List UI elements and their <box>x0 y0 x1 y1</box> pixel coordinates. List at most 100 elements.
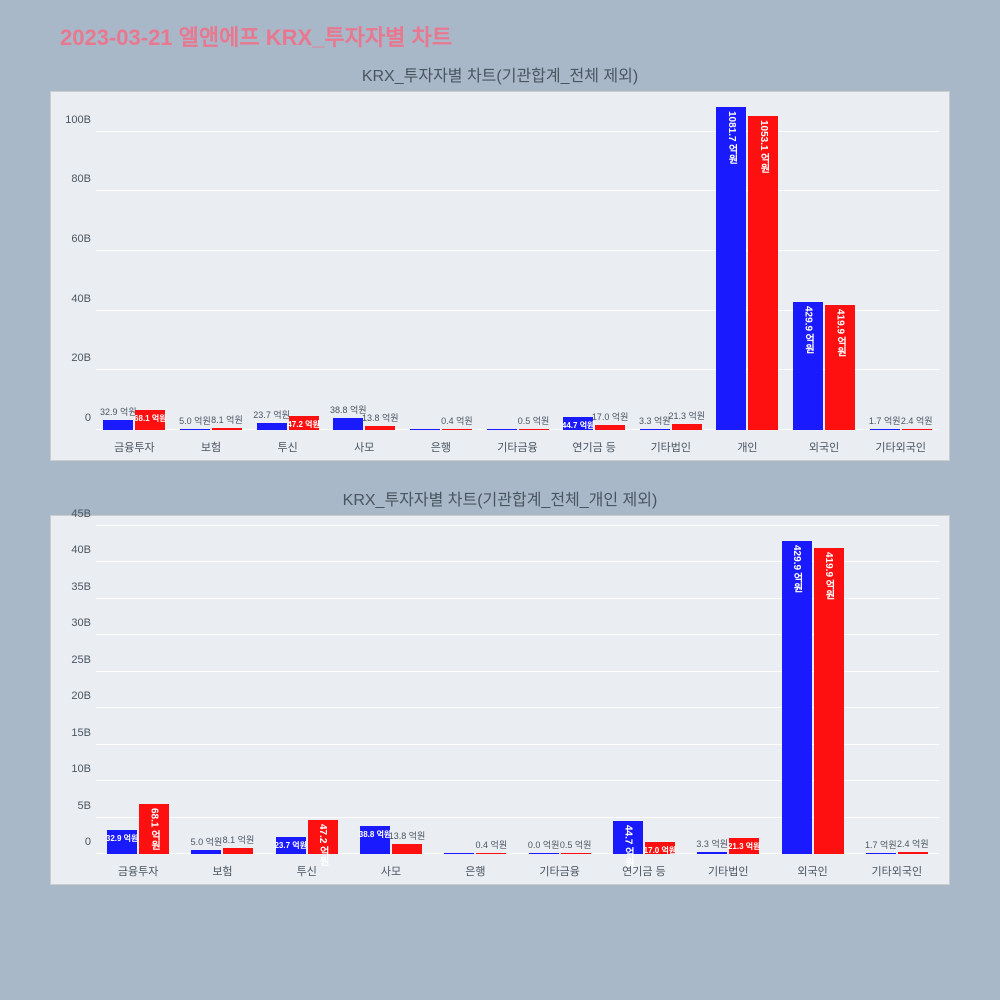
category-group: 1081.7 억원 1053.1 억원 <box>709 102 786 430</box>
x-tick-label: 기타금융 <box>479 439 556 455</box>
bar: 38.8 억원 <box>333 418 363 430</box>
x-tick-label: 연기금 등 <box>556 439 633 455</box>
bar-label: 17.0 억원 <box>592 410 629 423</box>
bar-label: 47.2 억원 <box>287 419 320 430</box>
y-tick-label: 35B <box>56 581 91 593</box>
bar: 23.7 억원 <box>276 837 306 854</box>
bar: 3.3 억원 <box>697 852 727 854</box>
category-group: 0.4 억원 <box>433 526 517 854</box>
bar-label: 68.1 억원 <box>134 413 167 424</box>
x-tick-label: 사모 <box>326 439 403 455</box>
bar: 2.4 억원 <box>898 852 928 854</box>
x-tick-label: 외국인 <box>786 439 863 455</box>
bar-label: 3.3 억원 <box>639 414 671 427</box>
category-group: 23.7 억원47.2 억원 <box>249 102 326 430</box>
bar: 0.0 억원 <box>529 853 559 854</box>
x-tick-label: 은행 <box>433 863 517 879</box>
bar: 5.0 억원 <box>180 429 210 430</box>
bar-label: 1.7 억원 <box>865 838 897 851</box>
y-tick-label: 20B <box>56 690 91 702</box>
x-tick-label: 투신 <box>265 863 349 879</box>
bar-label: 429.9 억원 <box>789 545 804 593</box>
bar-label: 47.2 억원 <box>315 824 330 866</box>
bar: 8.1 억원 <box>212 428 242 430</box>
bar-label: 44.7 억원 <box>620 825 635 867</box>
category-group: 0.0 억원0.5 억원 <box>517 526 601 854</box>
bar: 13.8 억원 <box>392 844 422 854</box>
bar-label: 419.9 억원 <box>833 309 848 357</box>
bar-label: 38.8 억원 <box>359 829 392 840</box>
x-tick-label: 기타금융 <box>517 863 601 879</box>
bar: 419.9 억원 <box>825 305 855 430</box>
chart1-title: KRX_투자자별 차트(기관합계_전체 제외) <box>50 62 950 86</box>
bar: 8.1 억원 <box>223 848 253 854</box>
bar: 0.4 억원 <box>476 853 506 854</box>
category-group: 5.0 억원8.1 억원 <box>173 102 250 430</box>
x-tick-label: 기타외국인 <box>862 439 939 455</box>
bar-label: 0.5 억원 <box>518 414 550 427</box>
x-tick-label: 기타외국인 <box>855 863 939 879</box>
category-group: 32.9 억원68.1 억원 <box>96 102 173 430</box>
bar-label: 1053.1 억원 <box>756 120 771 173</box>
y-tick-label: 40B <box>56 544 91 556</box>
bar: 2.4 억원 <box>902 429 932 430</box>
bar: 17.0 억원 <box>595 425 625 430</box>
y-tick-label: 20B <box>56 352 91 364</box>
chart2-area: 05B10B15B20B25B30B35B40B45B32.9 억원68.1 억… <box>50 515 950 885</box>
bar-label: 13.8 억원 <box>389 829 426 842</box>
chart1-area: 020B40B60B80B100B32.9 억원68.1 억원5.0 억원8.1… <box>50 91 950 461</box>
bar-label: 0.4 억원 <box>476 838 508 851</box>
bar <box>487 429 517 430</box>
bar: 0.4 억원 <box>442 429 472 430</box>
bar: 429.9 억원 <box>793 302 823 430</box>
bar: 3.3 억원 <box>640 429 670 430</box>
y-tick-label: 5B <box>56 800 91 812</box>
category-group: 429.9 억원 419.9 억원 <box>786 102 863 430</box>
category-group: 32.9 억원68.1 억원 <box>96 526 180 854</box>
bar: 1053.1 억원 <box>748 116 778 430</box>
category-group: 44.7 억원17.0 억원 <box>602 526 686 854</box>
category-group: 3.3 억원21.3 억원 <box>632 102 709 430</box>
x-tick-label: 금융투자 <box>96 863 180 879</box>
y-tick-label: 80B <box>56 173 91 185</box>
bar: 23.7 억원 <box>257 423 287 430</box>
bar: 0.5 억원 <box>519 429 549 430</box>
category-group: 1.7 억원 2.4 억원 <box>862 102 939 430</box>
y-tick-label: 25B <box>56 654 91 666</box>
y-tick-label: 15B <box>56 727 91 739</box>
y-tick-label: 10B <box>56 763 91 775</box>
bar-label: 44.7 억원 <box>562 420 595 431</box>
chart2-block: KRX_투자자별 차트(기관합계_전체_개인 제외) 05B10B15B20B2… <box>50 486 950 885</box>
chart2-title: KRX_투자자별 차트(기관합계_전체_개인 제외) <box>50 486 950 510</box>
chart1-xaxis: 금융투자보험투신사모은행기타금융연기금 등기타법인개인외국인기타외국인 <box>96 439 939 455</box>
bar-label: 1.7 억원 <box>869 414 901 427</box>
category-group: 23.7 억원47.2 억원 <box>265 526 349 854</box>
bar-label: 13.8 억원 <box>362 411 399 424</box>
bar-label: 429.9 억원 <box>801 306 816 354</box>
y-tick-label: 45B <box>56 508 91 520</box>
bars-row: 32.9 억원68.1 억원5.0 억원8.1 억원23.7 억원47.2 억원… <box>96 102 939 430</box>
category-group: 38.8 억원13.8 억원 <box>349 526 433 854</box>
bar-label: 32.9 억원 <box>106 833 139 844</box>
category-group: 429.9 억원 419.9 억원 <box>770 526 854 854</box>
bar: 1081.7 억원 <box>716 107 746 430</box>
y-tick-label: 0 <box>56 412 91 424</box>
chart2-xaxis: 금융투자보험투신사모은행기타금융연기금 등기타법인외국인기타외국인 <box>96 863 939 879</box>
bars-row: 32.9 억원68.1 억원5.0 억원8.1 억원23.7 억원47.2 억원… <box>96 526 939 854</box>
bar: 21.3 억원 <box>729 838 759 854</box>
bar: 32.9 억원 <box>103 420 133 430</box>
bar-label: 419.9 억원 <box>821 552 836 600</box>
category-group: 3.3 억원21.3 억원 <box>686 526 770 854</box>
bar: 68.1 억원 <box>139 804 169 854</box>
bar-label: 0.5 억원 <box>560 838 592 851</box>
x-tick-label: 개인 <box>709 439 786 455</box>
x-tick-label: 기타법인 <box>632 439 709 455</box>
x-tick-label: 기타법인 <box>686 863 770 879</box>
bar: 44.7 억원 <box>563 417 593 430</box>
y-tick-label: 100B <box>56 114 91 126</box>
bar-label: 0.0 억원 <box>528 838 560 851</box>
bar: 0.5 억원 <box>561 853 591 854</box>
chart1-plot: 020B40B60B80B100B32.9 억원68.1 억원5.0 억원8.1… <box>96 102 939 430</box>
bar-label: 23.7 억원 <box>274 840 307 851</box>
chart2-plot: 05B10B15B20B25B30B35B40B45B32.9 억원68.1 억… <box>96 526 939 854</box>
